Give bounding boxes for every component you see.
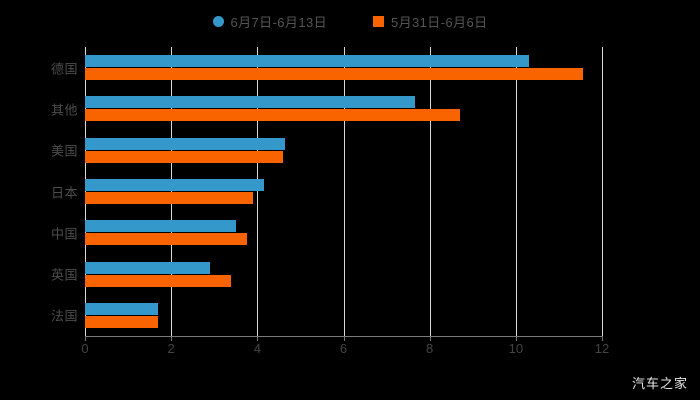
x-tick-6 <box>343 336 345 341</box>
bar-group <box>85 137 602 163</box>
bar-series-b[interactable] <box>85 315 159 328</box>
x-tick-10 <box>515 336 517 341</box>
y-axis-label-6: 法国 <box>50 308 78 324</box>
y-axis-label-5: 英国 <box>50 267 78 283</box>
x-tick-label-6: 6 <box>339 341 348 356</box>
x-tick-label-12: 12 <box>594 341 610 356</box>
y-axis-label-3: 日本 <box>50 185 78 200</box>
chart-legend: 6月7日-6月13日 5月31日-6月6日 <box>0 12 700 31</box>
bar-series-b[interactable] <box>85 109 460 122</box>
bar-group <box>85 302 602 328</box>
bar-group <box>85 96 602 122</box>
gridline-x-0 <box>85 47 86 336</box>
watermark: 汽车之家 <box>631 376 688 391</box>
x-tick-8 <box>429 336 431 341</box>
bar-group <box>85 261 602 287</box>
y-axis-category-labels: 德国其他美国日本中国英国法国 <box>0 47 78 336</box>
bar-series-a[interactable] <box>85 220 236 233</box>
y-axis-label-1: 其他 <box>50 102 78 118</box>
bar-series-b[interactable] <box>85 233 247 246</box>
bar-series-b[interactable] <box>85 192 254 204</box>
bar-series-a[interactable] <box>85 302 159 315</box>
bar-group <box>85 220 602 246</box>
legend-label-series-b: 5月31日-6月6日 <box>391 15 488 30</box>
x-tick-label-10: 10 <box>508 341 524 356</box>
x-tick-0 <box>85 336 86 341</box>
x-tick-2 <box>171 336 173 341</box>
bar-group <box>85 179 602 204</box>
x-tick-label-2: 2 <box>167 341 175 356</box>
bar-series-a[interactable] <box>85 179 264 191</box>
legend-item-series-a[interactable]: 6月7日-6月13日 <box>212 12 327 31</box>
gridline-x-12 <box>602 47 603 336</box>
bar-series-a[interactable] <box>85 137 286 150</box>
y-axis-label-0: 德国 <box>50 61 78 77</box>
bar-series-a[interactable] <box>85 55 529 68</box>
y-axis-label-2: 美国 <box>50 143 78 159</box>
x-tick-label-8: 8 <box>426 341 434 356</box>
plot-area <box>85 47 603 336</box>
bar-series-b[interactable] <box>85 274 232 287</box>
legend-label-series-a: 6月7日-6月13日 <box>230 15 327 30</box>
gridline-x-4 <box>257 47 259 336</box>
bar-series-a[interactable] <box>85 96 415 109</box>
x-tick-4 <box>257 336 259 341</box>
bar-series-b[interactable] <box>85 150 284 163</box>
gridline-x-2 <box>171 47 173 336</box>
y-axis-label-4: 中国 <box>50 226 78 242</box>
x-tick-12 <box>602 336 603 341</box>
circle-marker-icon <box>212 16 224 27</box>
x-tick-label-4: 4 <box>253 341 261 356</box>
x-tick-label-0: 0 <box>81 341 89 356</box>
gridline-x-10 <box>515 47 517 336</box>
gridline-x-6 <box>343 47 345 336</box>
bar-series-a[interactable] <box>85 261 210 274</box>
square-marker-icon <box>373 16 384 27</box>
bar-group <box>85 55 602 81</box>
bar-series-b[interactable] <box>85 68 583 81</box>
legend-item-series-b[interactable]: 5月31日-6月6日 <box>373 12 487 31</box>
gridline-x-8 <box>429 47 431 336</box>
